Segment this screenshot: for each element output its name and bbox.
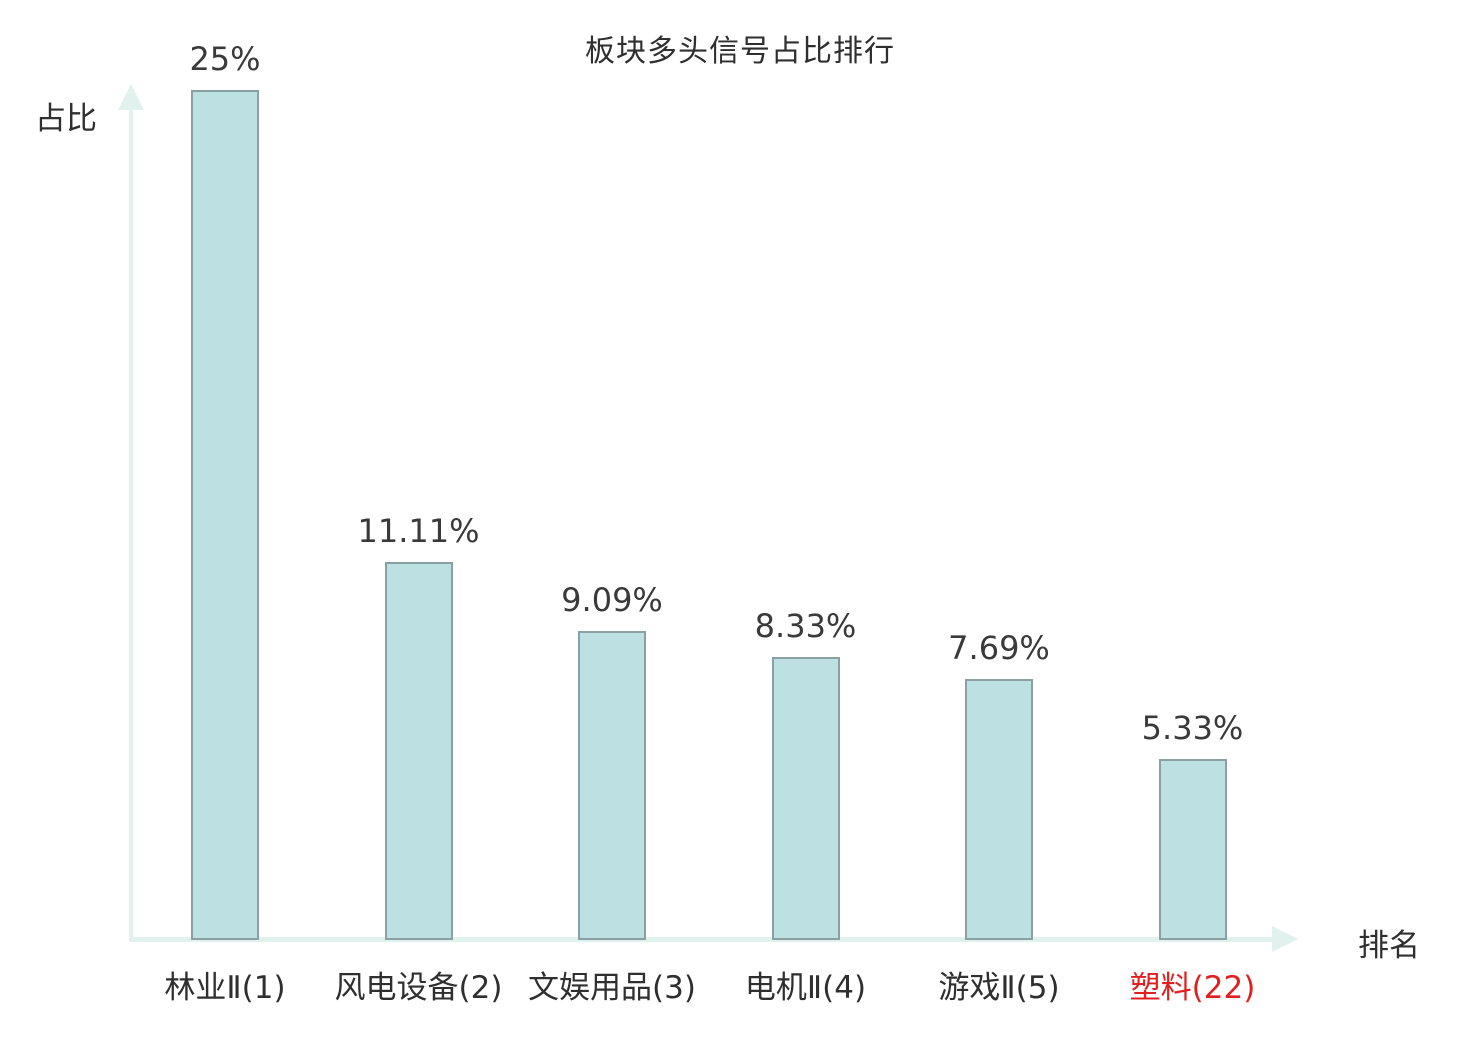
bar bbox=[191, 90, 259, 940]
bar bbox=[965, 679, 1033, 940]
bar bbox=[384, 562, 453, 940]
y-axis-label: 占比 bbox=[35, 101, 97, 137]
bar bbox=[771, 657, 840, 940]
category-label: 游戏Ⅱ(5) bbox=[938, 970, 1060, 1006]
chart-title: 板块多头信号占比排行 bbox=[585, 34, 895, 69]
category-label: 文娱用品(3) bbox=[528, 970, 696, 1006]
category-label: 风电设备(2) bbox=[334, 970, 503, 1006]
y-axis-line bbox=[129, 100, 133, 941]
x-axis-line bbox=[129, 937, 1274, 942]
category-label: 电机Ⅱ(4) bbox=[744, 970, 867, 1006]
category-label: 塑料(22) bbox=[1129, 970, 1256, 1006]
bar-value-label: 8.33% bbox=[754, 607, 857, 645]
bar bbox=[578, 631, 646, 940]
bar-value-label: 5.33% bbox=[1141, 709, 1244, 747]
bar-value-label: 9.09% bbox=[561, 581, 663, 619]
x-axis-arrow-icon bbox=[1272, 926, 1298, 952]
x-axis-label: 排名 bbox=[1358, 928, 1420, 964]
bar-value-label: 11.11% bbox=[357, 512, 480, 550]
bar bbox=[1158, 759, 1227, 940]
bar-value-label: 7.69% bbox=[948, 629, 1050, 667]
bar-value-label: 25% bbox=[189, 40, 261, 78]
category-label: 林业Ⅱ(1) bbox=[164, 970, 286, 1006]
